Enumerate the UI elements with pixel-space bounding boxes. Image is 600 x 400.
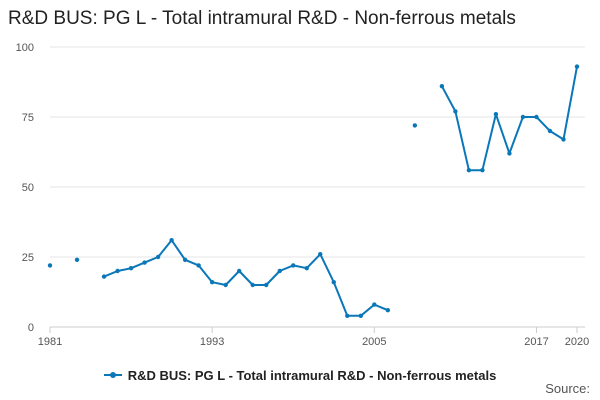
data-point	[412, 123, 418, 128]
data-point	[547, 128, 553, 134]
legend-item[interactable]: R&D BUS: PG L - Total intramural R&D - N…	[103, 367, 497, 383]
data-point	[439, 84, 445, 89]
y-tick-label: 0	[28, 322, 34, 334]
series-points	[47, 64, 580, 318]
data-point	[223, 282, 228, 288]
legend-swatch-icon	[103, 372, 122, 378]
series-line	[103, 239, 389, 317]
data-point	[561, 137, 566, 142]
grid-lines	[50, 46, 585, 258]
data-point	[480, 168, 485, 173]
legend-label: R&D BUS: PG L - Total intramural R&D - N…	[127, 367, 497, 383]
data-point	[358, 313, 363, 318]
data-point	[264, 282, 269, 288]
y-tick-label: 25	[22, 252, 34, 264]
series-lines	[103, 66, 578, 317]
data-point	[128, 266, 134, 271]
y-tick-labels: 0 25 50 75 100	[16, 42, 34, 334]
x-tick-label: 1993	[200, 336, 224, 348]
x-tick-label: 2020	[565, 336, 589, 348]
y-tick-label: 75	[22, 112, 34, 124]
data-point	[196, 263, 201, 268]
x-tick-label: 2017	[524, 336, 548, 348]
data-point	[277, 268, 282, 274]
data-point	[182, 257, 188, 262]
legend: R&D BUS: PG L - Total intramural R&D - N…	[0, 364, 600, 383]
data-point	[250, 282, 255, 288]
data-point	[331, 280, 336, 285]
x-tick-label: 1981	[38, 336, 62, 348]
data-point	[534, 114, 539, 120]
data-point	[209, 280, 215, 285]
data-point	[372, 302, 377, 307]
data-point	[47, 263, 53, 268]
data-point	[142, 260, 147, 265]
data-point	[304, 266, 309, 271]
data-point	[236, 268, 242, 274]
data-point	[466, 168, 472, 173]
y-tick-label: 100	[16, 42, 34, 54]
y-tick-label: 50	[22, 182, 34, 194]
data-point	[520, 114, 526, 120]
data-point	[155, 254, 161, 260]
data-point	[169, 238, 174, 243]
data-point	[385, 308, 391, 313]
data-point	[507, 151, 512, 156]
data-point	[493, 112, 499, 117]
data-point	[574, 64, 580, 69]
data-point	[115, 268, 120, 274]
data-point	[74, 257, 80, 262]
chart-title: R&D BUS: PG L - Total intramural R&D - N…	[8, 8, 516, 29]
data-point	[101, 274, 107, 279]
source-label: Source:	[545, 381, 590, 396]
data-point	[318, 252, 323, 257]
axes	[49, 326, 585, 333]
x-tick-labels: 1981 1993 2005 2017 2020	[38, 336, 589, 348]
data-point	[345, 313, 350, 318]
x-tick-label: 2005	[362, 336, 386, 348]
data-point	[291, 263, 296, 268]
data-point	[453, 109, 458, 114]
